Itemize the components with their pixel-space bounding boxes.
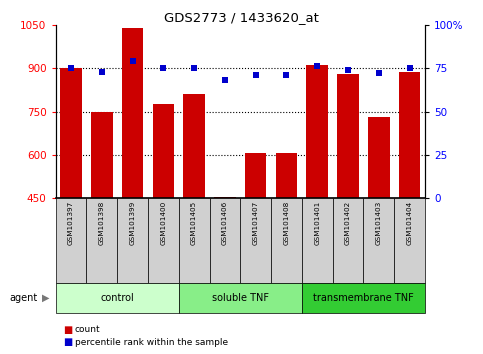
Text: GDS2773 / 1433620_at: GDS2773 / 1433620_at: [164, 11, 319, 24]
FancyBboxPatch shape: [179, 198, 210, 283]
Bar: [184, 94, 205, 198]
Text: GSM101400: GSM101400: [160, 201, 166, 245]
Bar: [122, 28, 143, 198]
Text: percentile rank within the sample: percentile rank within the sample: [75, 338, 228, 347]
Text: agent: agent: [10, 293, 38, 303]
FancyBboxPatch shape: [271, 198, 302, 283]
FancyBboxPatch shape: [86, 198, 117, 283]
Point: [221, 78, 229, 83]
FancyBboxPatch shape: [117, 198, 148, 283]
FancyBboxPatch shape: [56, 283, 179, 313]
Text: GSM101404: GSM101404: [407, 201, 412, 245]
Text: transmembrane TNF: transmembrane TNF: [313, 293, 414, 303]
Point: [98, 69, 106, 74]
Text: soluble TNF: soluble TNF: [212, 293, 269, 303]
Bar: [337, 74, 359, 198]
Bar: [91, 112, 113, 198]
Text: GSM101402: GSM101402: [345, 201, 351, 245]
Text: GSM101408: GSM101408: [284, 201, 289, 245]
FancyBboxPatch shape: [210, 198, 240, 283]
Text: ▶: ▶: [42, 293, 50, 303]
Text: ■: ■: [63, 337, 72, 347]
Text: count: count: [75, 325, 100, 335]
Text: GSM101405: GSM101405: [191, 201, 197, 245]
FancyBboxPatch shape: [394, 198, 425, 283]
Bar: [307, 65, 328, 198]
Text: GSM101407: GSM101407: [253, 201, 259, 245]
FancyBboxPatch shape: [240, 198, 271, 283]
FancyBboxPatch shape: [148, 198, 179, 283]
Point: [159, 65, 167, 71]
Point: [313, 64, 321, 69]
Bar: [153, 104, 174, 198]
FancyBboxPatch shape: [179, 283, 302, 313]
Text: control: control: [100, 293, 134, 303]
Point: [128, 58, 136, 64]
Point: [375, 70, 383, 76]
Point: [252, 72, 259, 78]
FancyBboxPatch shape: [333, 198, 364, 283]
Text: GSM101401: GSM101401: [314, 201, 320, 245]
FancyBboxPatch shape: [364, 198, 394, 283]
FancyBboxPatch shape: [302, 198, 333, 283]
Bar: [60, 68, 82, 198]
Bar: [399, 73, 420, 198]
Bar: [276, 153, 297, 198]
Point: [344, 67, 352, 73]
Point: [283, 72, 290, 78]
FancyBboxPatch shape: [302, 283, 425, 313]
Text: ■: ■: [63, 325, 72, 335]
Bar: [214, 197, 236, 198]
Point: [406, 65, 413, 71]
Text: GSM101398: GSM101398: [99, 201, 105, 245]
Bar: [245, 153, 267, 198]
Text: GSM101403: GSM101403: [376, 201, 382, 245]
Bar: [368, 117, 390, 198]
Text: GSM101406: GSM101406: [222, 201, 228, 245]
Point: [67, 65, 75, 71]
Text: GSM101399: GSM101399: [129, 201, 136, 245]
FancyBboxPatch shape: [56, 198, 86, 283]
Point: [190, 65, 198, 71]
Text: GSM101397: GSM101397: [68, 201, 74, 245]
